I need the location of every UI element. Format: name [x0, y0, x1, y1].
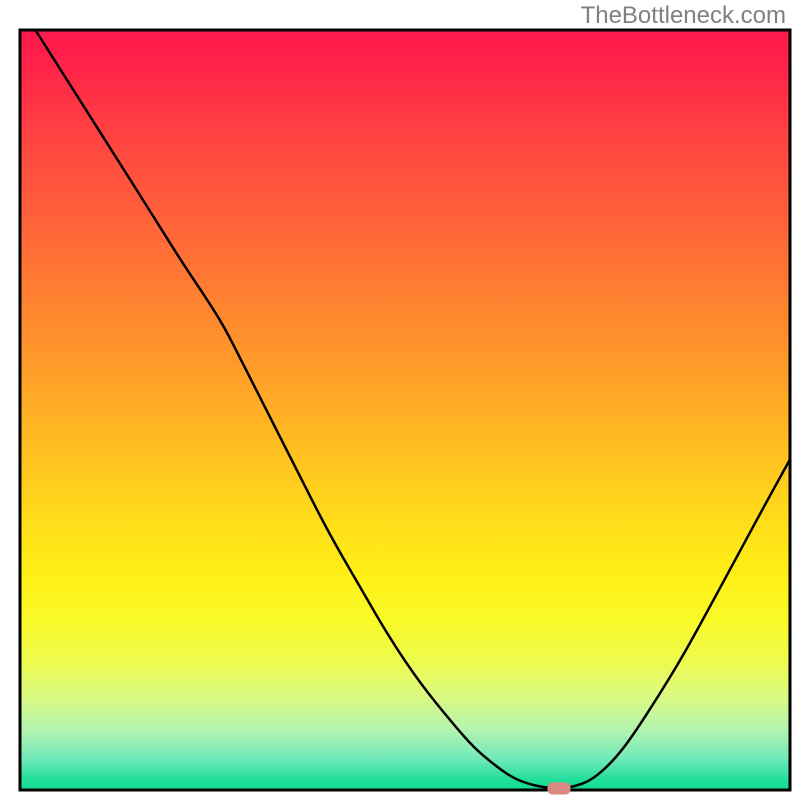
watermark-label: TheBottleneck.com: [581, 2, 786, 30]
optimal-marker: [547, 782, 570, 794]
gradient-background: [20, 30, 790, 790]
chart-container: TheBottleneck.com: [0, 0, 800, 800]
bottleneck-chart: [0, 0, 800, 800]
